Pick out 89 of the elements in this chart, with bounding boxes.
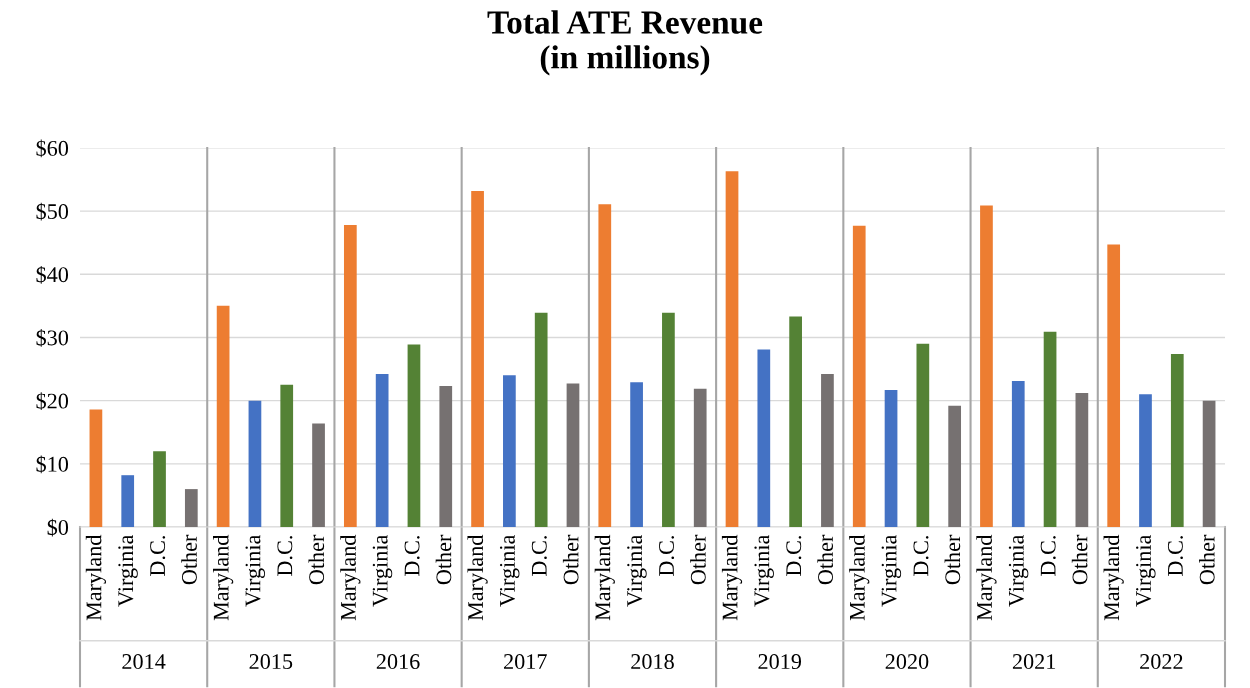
bar: [471, 190, 484, 528]
bar: [248, 400, 262, 528]
bar: [630, 382, 643, 528]
text: D.C.: [786, 536, 802, 576]
text: Maryland: [213, 534, 234, 621]
text: Maryland: [976, 534, 997, 621]
x-tick-label: 2017: [504, 654, 547, 670]
y-tick-label: $20: [36, 392, 69, 411]
y-tick-label: $50: [36, 202, 69, 221]
bar: [948, 405, 962, 528]
text: Other: [1199, 534, 1215, 585]
bar: [184, 489, 198, 528]
bar: [121, 475, 135, 528]
x-tick-label: 2019: [758, 654, 802, 670]
x-tick-label: 2022: [1140, 654, 1183, 670]
text: Other: [690, 534, 706, 585]
text: D.C.: [913, 536, 929, 576]
bar: [1011, 381, 1025, 528]
x-tick-label: 2014: [122, 654, 166, 670]
y-tick-label: $60: [36, 139, 69, 158]
text: Virginia: [627, 534, 647, 607]
bar: [662, 312, 675, 528]
bar: [407, 344, 421, 528]
text: Virginia: [1008, 534, 1029, 607]
text: Other: [944, 534, 961, 585]
bar: [1107, 244, 1121, 528]
bar: [1170, 353, 1184, 528]
text: Maryland: [1103, 534, 1124, 621]
x-tick-label: 2015: [249, 654, 293, 670]
text: Virginia: [245, 534, 266, 607]
x-tick-label: 2018: [631, 654, 674, 670]
bar: [280, 384, 294, 528]
text: D.C.: [659, 536, 675, 576]
x-tick-label: 2016: [376, 654, 420, 670]
bar: [439, 386, 453, 528]
bar: [1202, 400, 1216, 528]
text: D.C.: [150, 536, 166, 576]
text: Virginia: [1136, 534, 1156, 607]
text: D.C.: [1040, 536, 1056, 576]
bar: [1043, 331, 1057, 528]
bar: [89, 409, 103, 528]
y-tick-label: $40: [36, 265, 69, 284]
bar: [1139, 394, 1152, 528]
bar: [153, 451, 166, 528]
text: Maryland: [85, 534, 107, 621]
bar: [821, 374, 834, 528]
y-tick-label: $10: [36, 455, 69, 474]
y-tick-label: $30: [36, 329, 69, 347]
bar: [534, 312, 548, 528]
bar: [375, 374, 389, 528]
bar: [598, 204, 612, 528]
text: Maryland: [340, 534, 361, 621]
bar: [343, 225, 357, 528]
text: Other: [181, 534, 197, 585]
text: D.C.: [1167, 536, 1183, 576]
bar: [884, 389, 898, 528]
bar: [757, 349, 771, 528]
bar: [1075, 393, 1089, 528]
text: Virginia: [118, 534, 138, 607]
bar: [916, 343, 930, 528]
text: Other: [435, 534, 452, 585]
bar: [216, 305, 230, 528]
bar: [693, 388, 707, 528]
bar: [980, 205, 993, 528]
bar: [789, 316, 802, 528]
text: Maryland: [849, 534, 870, 621]
text: Virginia: [499, 534, 520, 607]
bar: [852, 225, 866, 528]
text: Other: [308, 534, 325, 585]
bar: [725, 171, 739, 528]
chart-title: Total ATE Revenue (in millions): [487, 10, 763, 76]
text: Maryland: [594, 534, 615, 621]
bar: [503, 375, 516, 528]
text: Virginia: [754, 534, 774, 607]
text: Maryland: [721, 534, 743, 621]
text: Other: [1071, 534, 1088, 585]
text: D.C.: [404, 536, 420, 576]
bar: [566, 383, 580, 528]
text: Other: [562, 534, 579, 585]
text: Maryland: [467, 534, 488, 621]
text: Other: [817, 534, 833, 585]
text: D.C.: [531, 536, 547, 576]
bar: [312, 423, 325, 528]
x-tick-label: 2020: [885, 654, 929, 670]
y-tick-label: $0: [47, 518, 69, 537]
text: Virginia: [372, 534, 393, 607]
text: D.C.: [277, 536, 293, 576]
x-tick-label: 2021: [1012, 654, 1056, 670]
text: Virginia: [881, 534, 902, 607]
